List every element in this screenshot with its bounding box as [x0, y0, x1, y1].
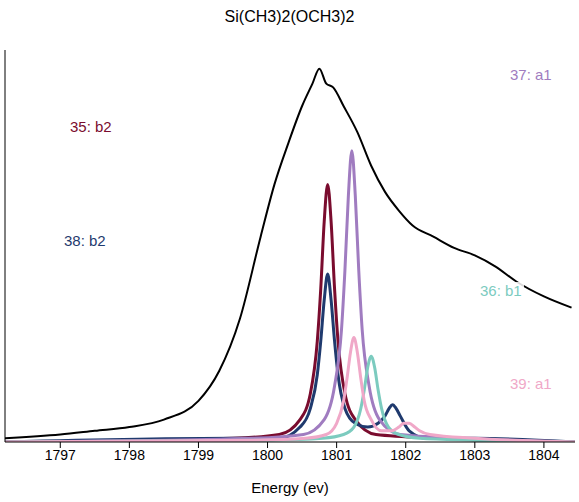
- svg-text:1802: 1802: [390, 447, 421, 463]
- svg-text:1800: 1800: [252, 447, 283, 463]
- svg-text:1803: 1803: [459, 447, 490, 463]
- html-text:39: a1: 39: a1: [510, 375, 552, 392]
- html-text:36: b1: 36: b1: [480, 282, 522, 299]
- svg-text:Energy (ev): Energy (ev): [251, 479, 329, 496]
- svg-text:1799: 1799: [183, 447, 214, 463]
- svg-text:1798: 1798: [114, 447, 145, 463]
- html-text:Si(CH3)2(OCH3)2: Si(CH3)2(OCH3)2: [224, 8, 355, 25]
- svg-text:1797: 1797: [45, 447, 76, 463]
- svg-text:1801: 1801: [321, 447, 352, 463]
- html-text:37: a1: 37: a1: [510, 66, 552, 83]
- html-text:38: b2: 38: b2: [64, 232, 106, 249]
- html-text:35: b2: 35: b2: [70, 118, 112, 135]
- svg-text:1804: 1804: [528, 447, 559, 463]
